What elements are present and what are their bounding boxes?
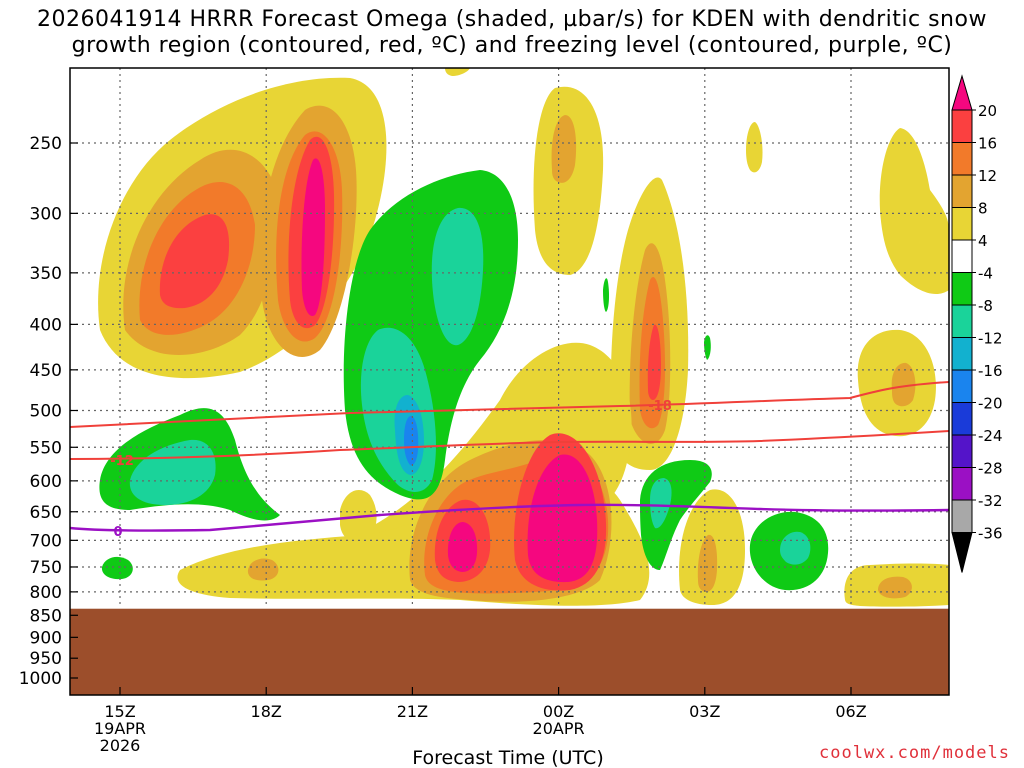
y-tick-label: 850 [30,606,62,626]
omega-zone-amber-center-top [551,115,577,183]
x-tick-label: 18Z [251,702,282,721]
colorbar-segment [951,304,973,338]
y-tick-label: 550 [30,438,62,458]
colorbar: 20 16 12 8 4 -4 -8 -12 -16 -20 -24 -28 -32 -36 [951,74,1003,573]
omega-zone-yellow-small-right-top [746,122,763,173]
omega-zone-yellow-center-top [533,86,604,275]
omega-zone-blue-mid-center [404,415,419,466]
y-tick-label: 900 [30,628,62,648]
omega-zone-amber-far-right-mid [891,362,916,407]
colorbar-label: -20 [978,395,1003,413]
colorbar-segment [951,142,973,176]
colorbar-segment [951,337,973,371]
y-tick-label: 600 [30,472,62,492]
colorbar-segment [951,402,973,436]
colorbar-label: -24 [978,427,1003,445]
colorbar-top-arrow [951,74,973,111]
omega-zone-amber-far-right-bottom [878,576,912,599]
omega-zone-red-right-column [647,324,661,400]
y-tick-label: 1000 [19,669,62,689]
y-tick-label: 250 [30,134,62,154]
omega-zone-amber-right-bottom [697,534,718,592]
omega-zone-magenta-lower-left [447,522,478,572]
y-tick-label: 500 [30,402,62,422]
omega-zone-green-sliver-b [704,335,711,360]
x-tick-label: 20APR [533,719,585,738]
y-tick-label: 650 [30,503,62,523]
omega-zone-yellow-top-edge [445,68,470,76]
colorbar-segment [951,174,973,208]
y-tick-label: 800 [30,583,62,603]
y-tick-label: 450 [30,361,62,381]
colorbar-bottom-arrow [951,532,973,573]
colorbar-segment [951,434,973,468]
colorbar-segment [951,467,973,501]
ground-shading [70,608,949,695]
y-tick-label: 300 [30,204,62,224]
x-axis-title: Forecast Time (UTC) [412,747,603,768]
x-tick-label: 03Z [689,702,720,721]
omega-zone-amber-lower-left [247,558,279,581]
contour-line-minus-18 [70,381,949,428]
colorbar-label: 16 [978,135,997,153]
colorbar-label: -32 [978,492,1003,510]
chart-title-line1: 2026041914 HRRR Forecast Omega (shaded, … [37,7,987,32]
contour-line-freezing-level [70,503,949,532]
y-tick-label: 700 [30,531,62,551]
colorbar-segment [951,109,973,143]
omega-shading [70,68,949,695]
omega-zone-magenta-lower-center [527,454,598,583]
y-tick-label: 350 [30,264,62,284]
colorbar-label: -28 [978,460,1003,478]
x-tick-label: 15Z [104,702,135,721]
omega-zone-magenta-upper-mid [301,158,325,316]
x-tick-label: 2026 [100,736,141,755]
contour-labels: -18 -12 0 [110,399,672,540]
colorbar-label: 4 [978,232,988,250]
grid-lines [70,68,949,608]
colorbar-segment [951,499,973,533]
source-credit: coolwx.com/models [819,743,1010,763]
colorbar-label: -4 [978,265,993,283]
colorbar-label: -8 [978,297,993,315]
omega-zone-teal-right-lower [650,478,672,529]
colorbar-label: 8 [978,200,988,218]
colorbar-segment [951,239,973,273]
colorbar-label: 12 [978,167,997,185]
y-tick-label: 950 [30,649,62,669]
y-axis: 2503003504004505005506006507007508008509… [19,134,78,689]
colorbar-segment [951,272,973,306]
colorbar-label: 20 [978,102,997,120]
y-tick-label: 750 [30,558,62,578]
colorbar-label: -16 [978,362,1003,380]
colorbar-label: -36 [978,525,1003,543]
omega-zone-yellow-far-right-top [879,128,949,295]
omega-zone-red-upper-left [159,214,230,309]
omega-zone-green-sliver-a [603,278,610,312]
x-tick-label: 00Z [543,702,574,721]
colorbar-segment [951,207,973,241]
contour-lines [70,381,949,532]
colorbar-segment [951,369,973,403]
chart-title-line2: growth region (contoured, red, ºC) and f… [71,33,953,58]
omega-zone-teal-upper-center [431,207,484,346]
colorbar-label: -12 [978,330,1003,348]
contour-line-minus-12 [70,430,949,460]
plot-frame [69,67,950,696]
x-tick-label: 21Z [397,702,428,721]
contour-label-minus-12: -12 [110,454,134,469]
contour-label-minus-18: -18 [648,399,672,414]
contour-label-freezing: 0 [113,525,122,540]
x-tick-label: 19APR [94,719,146,738]
x-tick-label: 06Z [835,702,866,721]
y-tick-label: 400 [30,315,62,335]
omega-zone-green-small-left [101,556,133,580]
